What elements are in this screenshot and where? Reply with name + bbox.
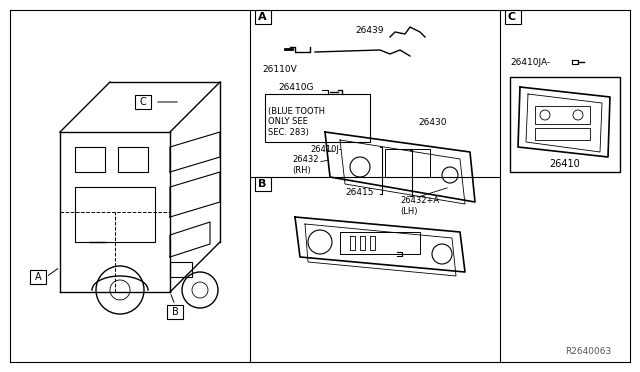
Text: B: B [258, 179, 266, 189]
Bar [510, 77, 620, 172]
Bar [170, 262, 192, 277]
Text: R2640063: R2640063 [565, 347, 611, 356]
Text: B: B [172, 307, 179, 317]
Text: A: A [258, 12, 267, 22]
Bar [535, 106, 590, 124]
Text: 26110V: 26110V [262, 64, 297, 74]
Text: 26439: 26439 [355, 26, 383, 35]
Text: 26432
(RH): 26432 (RH) [292, 155, 319, 175]
Bar [135, 95, 151, 109]
Bar [30, 270, 46, 284]
Text: 26415: 26415 [345, 187, 374, 196]
Text: 26410JA-: 26410JA- [510, 58, 550, 67]
Text: 26430: 26430 [418, 118, 447, 126]
Text: C: C [140, 97, 147, 107]
Bar [340, 232, 420, 254]
Bar [265, 94, 370, 142]
Text: 26410: 26410 [550, 159, 580, 169]
Bar [255, 10, 271, 24]
Bar [75, 187, 155, 242]
Text: 26432+A
(LH): 26432+A (LH) [400, 196, 439, 216]
Text: 26410G: 26410G [278, 83, 314, 92]
Bar [75, 147, 105, 172]
Text: C: C [508, 12, 516, 22]
Text: 26410J-: 26410J- [310, 144, 342, 154]
Bar [505, 10, 521, 24]
Text: A: A [35, 272, 42, 282]
Bar [118, 147, 148, 172]
Bar [167, 305, 183, 319]
Bar [535, 128, 590, 140]
Text: (BLUE TOOTH
ONLY SEE
SEC. 283): (BLUE TOOTH ONLY SEE SEC. 283) [268, 107, 325, 137]
Bar [255, 177, 271, 191]
Bar [385, 149, 430, 177]
